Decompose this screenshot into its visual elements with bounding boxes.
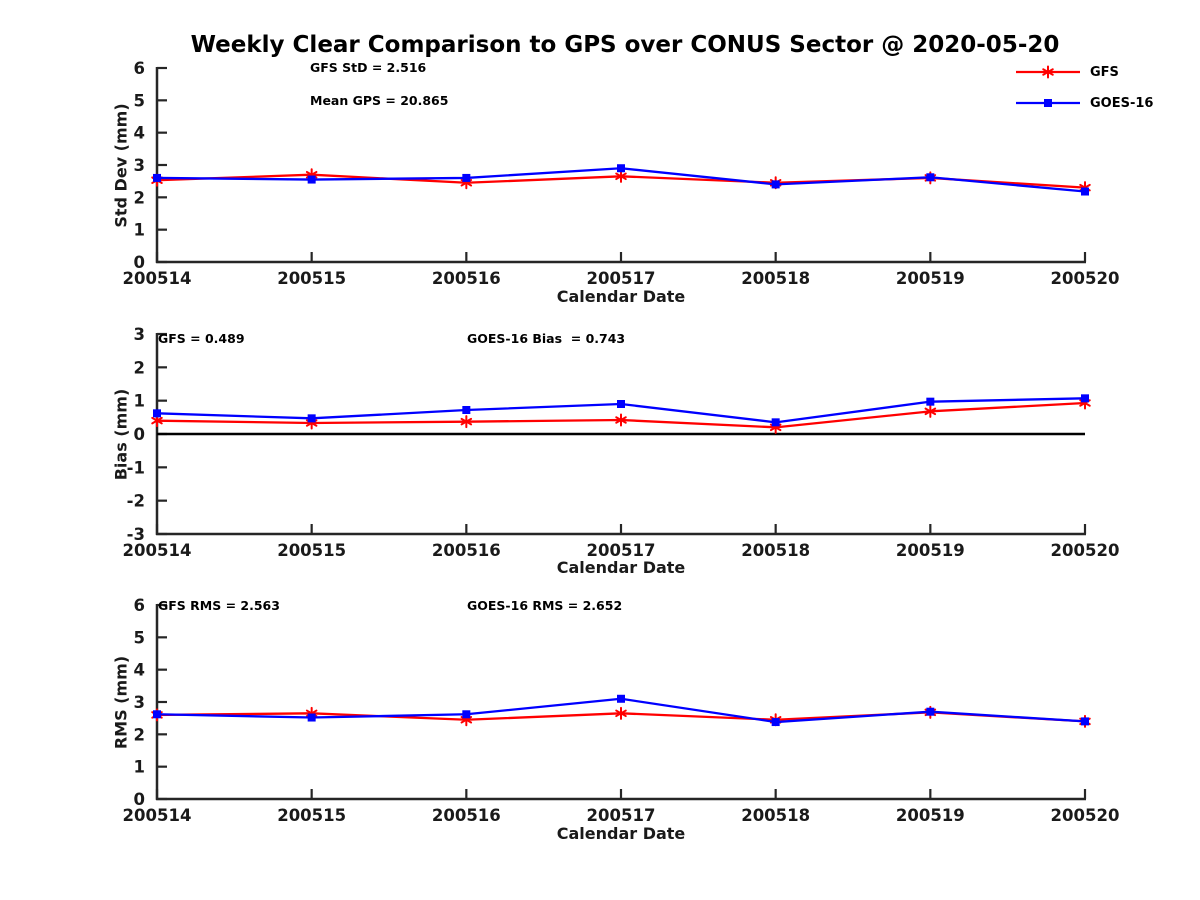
gfs-std-annotation: GFS StD = 2.516: [310, 60, 427, 75]
svg-text:4: 4: [134, 661, 145, 680]
bias-x-axis-label: Calendar Date: [556, 558, 686, 577]
svg-text:1: 1: [134, 392, 145, 411]
legend: GFS GOES-16: [1014, 63, 1153, 125]
legend-item-gfs: GFS: [1014, 63, 1153, 81]
svg-text:4: 4: [134, 124, 145, 143]
svg-text:200516: 200516: [432, 269, 501, 288]
svg-text:2: 2: [134, 358, 145, 377]
svg-text:200518: 200518: [741, 269, 810, 288]
svg-text:3: 3: [134, 325, 145, 344]
svg-text:200519: 200519: [896, 269, 965, 288]
svg-text:200518: 200518: [741, 806, 810, 825]
stddev-y-axis-label: Std Dev (mm): [111, 103, 131, 228]
svg-text:6: 6: [134, 596, 145, 615]
goes16-line-square-icon: [1016, 99, 1080, 107]
svg-text:5: 5: [134, 91, 145, 110]
svg-text:200515: 200515: [277, 269, 346, 288]
svg-text:2: 2: [134, 188, 145, 207]
svg-text:0: 0: [134, 425, 145, 444]
gfs-bias-annotation: GFS = 0.489: [158, 331, 245, 346]
svg-text:2: 2: [134, 725, 145, 744]
svg-text:200519: 200519: [896, 806, 965, 825]
svg-text:5: 5: [134, 628, 145, 647]
goes16-rms-annotation: GOES-16 RMS = 2.652: [467, 598, 623, 613]
svg-text:6: 6: [134, 59, 145, 78]
svg-text:1: 1: [134, 221, 145, 240]
rms-y-axis-label: RMS (mm): [111, 655, 131, 750]
svg-text:200517: 200517: [587, 269, 656, 288]
svg-text:200520: 200520: [1051, 269, 1120, 288]
mean-gps-annotation: Mean GPS = 20.865: [310, 93, 449, 108]
legend-label-gfs: GFS: [1090, 64, 1119, 80]
figure-title: Weekly Clear Comparison to GPS over CONU…: [190, 32, 1060, 58]
svg-text:3: 3: [134, 693, 145, 712]
svg-text:1: 1: [134, 758, 145, 777]
svg-text:200516: 200516: [432, 806, 501, 825]
svg-text:200515: 200515: [277, 806, 346, 825]
rms-x-axis-label: Calendar Date: [556, 824, 686, 843]
svg-text:200517: 200517: [587, 806, 656, 825]
svg-text:3: 3: [134, 156, 145, 175]
svg-text:0: 0: [134, 790, 145, 809]
bias-y-axis-label: Bias (mm): [111, 388, 131, 481]
goes16-bias-annotation: GOES-16 Bias = 0.743: [467, 331, 626, 346]
svg-text:200514: 200514: [123, 806, 192, 825]
svg-text:0: 0: [134, 253, 145, 272]
svg-text:200520: 200520: [1051, 806, 1120, 825]
gfs-rms-annotation: GFS RMS = 2.563: [158, 598, 280, 613]
gfs-line-asterisk-icon: [1016, 65, 1080, 79]
legend-label-goes16: GOES-16: [1090, 95, 1154, 111]
svg-text:200514: 200514: [123, 269, 192, 288]
legend-item-goes16: GOES-16: [1014, 94, 1153, 112]
stddev-x-axis-label: Calendar Date: [556, 287, 686, 306]
